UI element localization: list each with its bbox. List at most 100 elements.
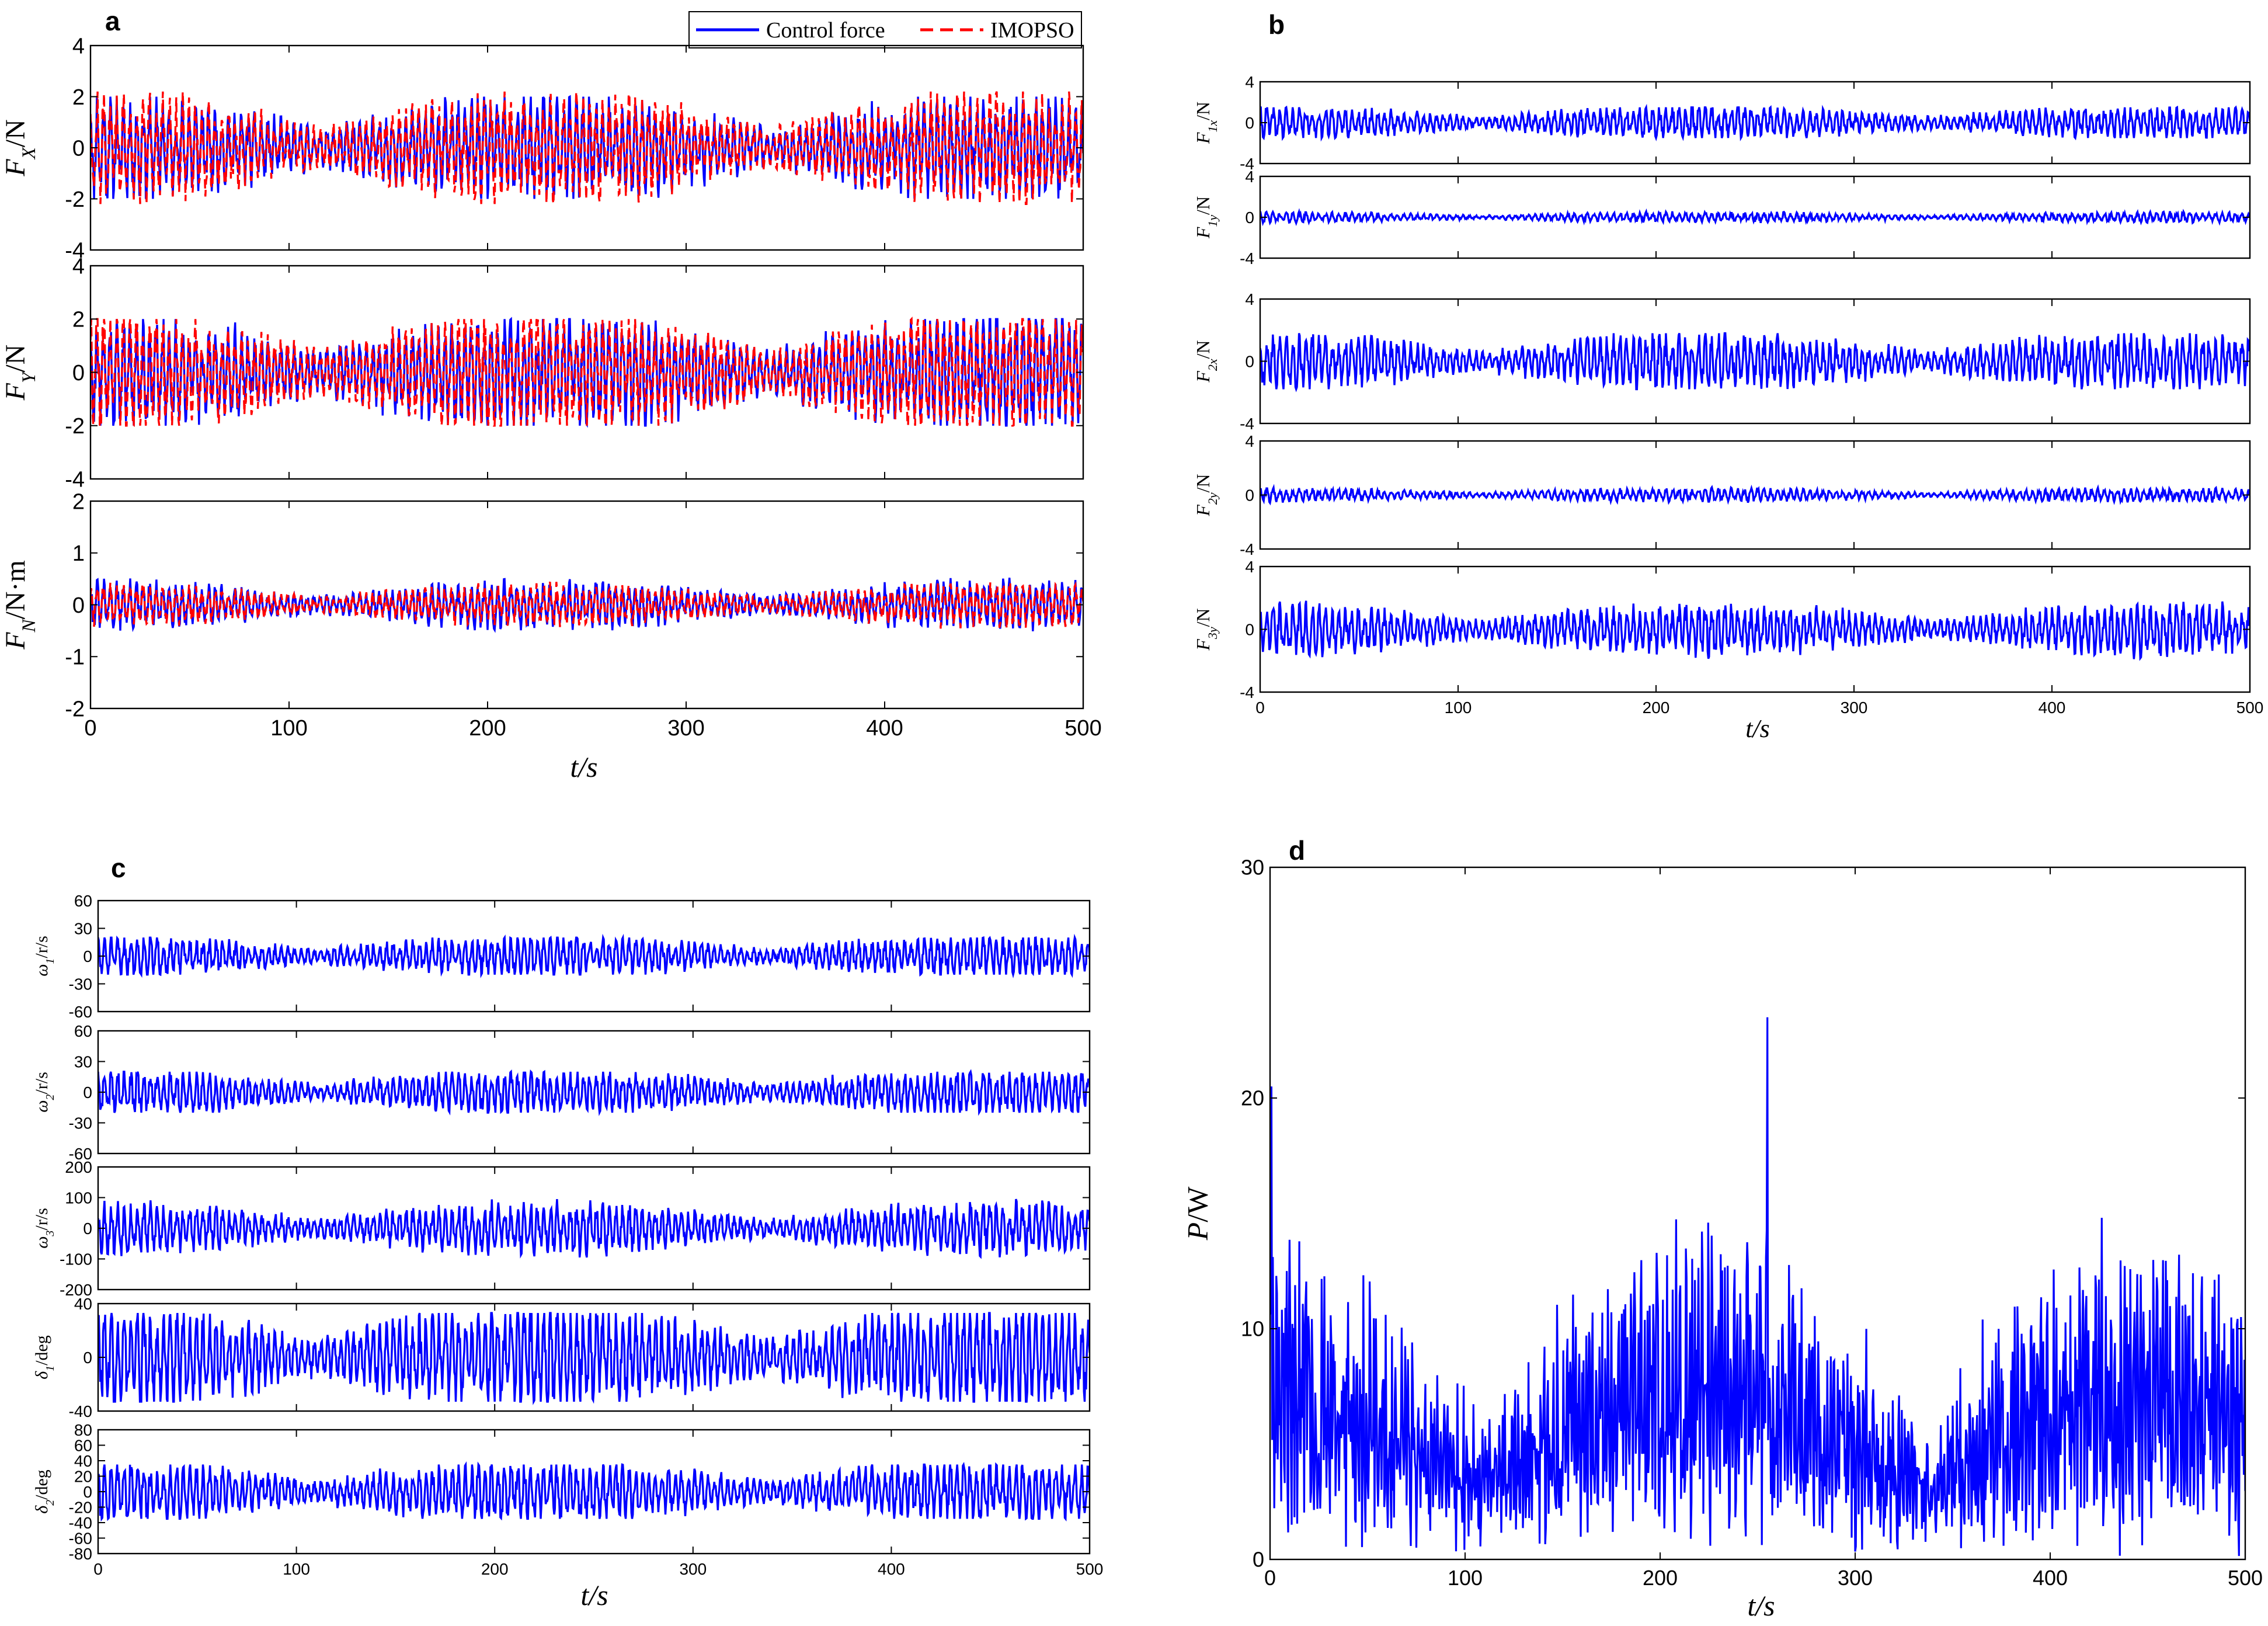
y-tick-label: 80	[74, 1421, 92, 1439]
y-tick-label: 4	[1245, 432, 1254, 450]
y-tick-label: -4	[65, 467, 85, 492]
y-tick-label: -4	[1240, 683, 1254, 701]
subplot-c-9: -60 -30 0 30 60 ω1/r/s	[32, 892, 1091, 1021]
y-tick-label: 0	[72, 361, 85, 385]
panel-b-letter: b	[1268, 9, 1285, 40]
panel-c-xlabel: t/s	[580, 1579, 608, 1611]
x-tick-label: 0	[93, 1560, 103, 1578]
y-tick-label: 0	[72, 136, 85, 161]
y-tick-label: 200	[65, 1158, 92, 1176]
x-tick-label: 400	[2033, 1566, 2068, 1590]
x-tick-label: 0	[1255, 699, 1265, 717]
y-tick-label: 2	[72, 308, 85, 332]
y-tick-label: 0	[1245, 620, 1254, 638]
subplot-b-7: -4 0 4 F2y/N	[1192, 432, 2251, 558]
y-tick-label: 2	[72, 489, 85, 514]
series-line-imopso	[91, 581, 1083, 629]
y-tick-label: -30	[69, 975, 92, 993]
x-tick-label: 300	[667, 716, 704, 741]
y-tick-label: -2	[65, 187, 85, 212]
x-tick-label: 300	[679, 1560, 707, 1578]
subplot-c-12: -40 0 40 δ1/deg	[32, 1295, 1091, 1420]
subplot-b-4: -4 0 4 F1x/N	[1192, 73, 2251, 173]
y-tick-label: 0	[72, 593, 85, 618]
series-line-f2x	[1260, 332, 2250, 392]
x-tick-label: 400	[878, 1560, 905, 1578]
y-tick-label: -4	[1240, 249, 1254, 267]
panel-a-letter: a	[105, 6, 120, 36]
x-tick-label: 200	[1643, 1566, 1678, 1590]
y-axis-label: FX/N	[0, 119, 40, 177]
x-tick-label: 500	[2236, 699, 2264, 717]
y-tick-label: 4	[72, 254, 85, 279]
x-tick-label: 300	[1841, 699, 1868, 717]
y-tick-label: 0	[83, 1220, 92, 1238]
y-tick-label: 4	[1245, 73, 1254, 91]
y-axis-label: FY/N	[0, 345, 40, 401]
y-tick-label: 10	[1241, 1317, 1264, 1341]
x-tick-label: 0	[84, 716, 96, 741]
y-axis-label: ω1/r/s	[32, 936, 57, 977]
x-tick-label: 300	[1838, 1566, 1873, 1590]
y-tick-label: 60	[74, 1436, 92, 1454]
y-axis-label: F2y/N	[1192, 474, 1220, 516]
y-axis-label: δ2/deg	[32, 1469, 57, 1514]
y-axis-label: F2x/N	[1192, 340, 1220, 383]
y-tick-label: 0	[83, 1083, 92, 1102]
y-tick-label: 2	[72, 85, 85, 110]
y-tick-label: 4	[72, 34, 85, 58]
subplot-c-10: -60 -30 0 30 60 ω2/r/s	[32, 1022, 1091, 1163]
y-tick-label: -2	[65, 697, 85, 721]
series-line-omega1	[98, 933, 1090, 979]
y-axis-label: ω3/r/s	[32, 1208, 57, 1249]
y-tick-label: 20	[74, 1467, 92, 1485]
y-axis-label: ω2/r/s	[32, 1072, 57, 1113]
axes-frame	[1269, 866, 2246, 1561]
y-axis-label: FN/N·m	[0, 560, 40, 650]
subplot-a-2: -4 -2 0 2 4 FY/N	[0, 254, 1084, 492]
y-tick-label: 0	[1245, 209, 1254, 227]
y-tick-label: -4	[65, 238, 85, 263]
x-tick-label: 400	[866, 716, 903, 741]
panel-letter-a: a	[105, 6, 120, 36]
y-tick-label: 40	[74, 1295, 92, 1313]
y-axis-label: P/W	[1181, 1186, 1213, 1241]
y-axis-label: F1x/N	[1192, 102, 1220, 144]
x-tick-label: 200	[469, 716, 506, 741]
legend: Control force IMOPSO	[688, 11, 1082, 48]
subplot-c-11: -200 -100 0 100 200 ω3/r/s	[32, 1158, 1091, 1299]
series-line-f2y	[1260, 484, 2250, 506]
y-tick-label: 40	[74, 1452, 92, 1470]
y-tick-label: -60	[69, 1003, 92, 1021]
y-tick-label: 100	[65, 1189, 92, 1207]
series-line-f1x	[1260, 103, 2250, 142]
y-tick-label: 0	[1245, 486, 1254, 504]
y-tick-label: -60	[69, 1529, 92, 1547]
series-line-delta1	[98, 1312, 1090, 1405]
y-axis-label: F3y/N	[1192, 608, 1220, 651]
y-tick-label: 0	[1245, 352, 1254, 370]
y-tick-label: 30	[74, 1052, 92, 1071]
panel-a-xlabel: t/s	[570, 751, 597, 783]
x-tick-label: 100	[283, 1560, 310, 1578]
subplot-b-6: -4 0 4 F2x/N	[1192, 290, 2251, 433]
series-line-imopso	[91, 91, 1083, 205]
x-tick-label: 500	[2228, 1566, 2263, 1590]
panel-letter-b: b	[1268, 9, 1285, 40]
y-tick-label: 0	[1245, 114, 1254, 132]
x-tick-label: 500	[1065, 716, 1101, 741]
y-tick-label: 4	[1245, 168, 1254, 186]
panel-letter-d: d	[1289, 835, 1305, 866]
y-tick-label: -4	[1240, 155, 1254, 173]
series-line-imopso	[91, 317, 1083, 427]
y-tick-label: 1	[72, 541, 85, 566]
y-tick-label: 0	[83, 1349, 92, 1367]
series-line-delta2	[98, 1461, 1090, 1522]
y-axis-label: F1y/N	[1192, 196, 1220, 239]
y-tick-label: 60	[74, 892, 92, 910]
